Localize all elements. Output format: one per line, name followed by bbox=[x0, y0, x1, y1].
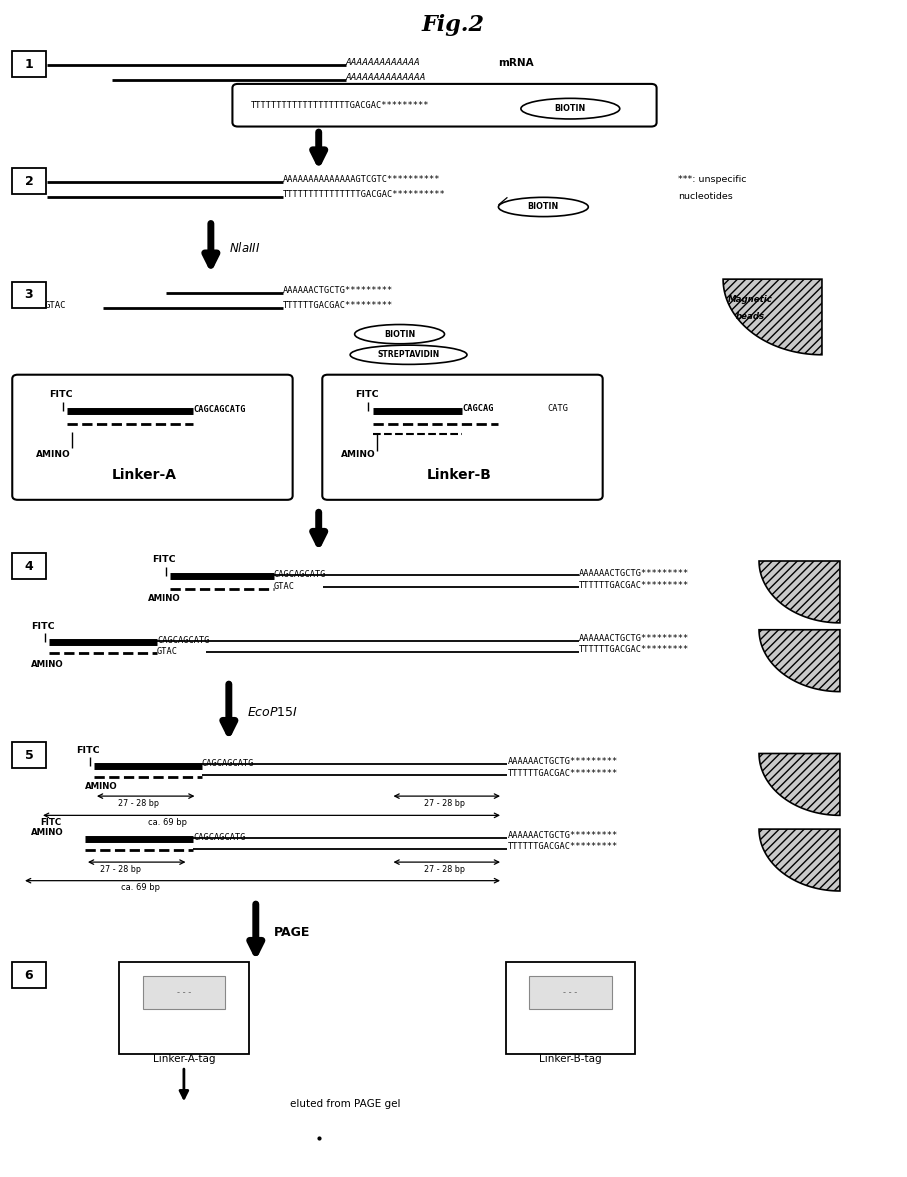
Text: GTAC: GTAC bbox=[274, 581, 295, 591]
Text: CAGCAGCATG: CAGCAGCATG bbox=[193, 833, 246, 842]
Text: FITC: FITC bbox=[31, 621, 54, 631]
Text: - - -: - - - bbox=[177, 989, 191, 997]
Text: eluted from PAGE gel: eluted from PAGE gel bbox=[290, 1099, 401, 1109]
Text: Linker-A-tag: Linker-A-tag bbox=[152, 1055, 215, 1064]
Polygon shape bbox=[759, 630, 840, 692]
Text: 1: 1 bbox=[24, 58, 34, 71]
Text: TTTTTTGACGAC*********: TTTTTTGACGAC********* bbox=[507, 769, 618, 778]
Text: AAAAAAAAAAAAAA: AAAAAAAAAAAAAA bbox=[346, 73, 426, 82]
Text: AAAAAACTGCTG*********: AAAAAACTGCTG********* bbox=[507, 757, 618, 766]
FancyBboxPatch shape bbox=[322, 374, 602, 500]
Text: AMINO: AMINO bbox=[85, 782, 118, 791]
Text: ca. 69 bp: ca. 69 bp bbox=[121, 883, 160, 892]
Text: Linker-B-tag: Linker-B-tag bbox=[539, 1055, 601, 1064]
Text: 2: 2 bbox=[24, 174, 34, 187]
Polygon shape bbox=[759, 753, 840, 816]
Text: BIOTIN: BIOTIN bbox=[555, 104, 586, 113]
FancyBboxPatch shape bbox=[12, 743, 46, 769]
Text: TTTTTTGACGAC*********: TTTTTTGACGAC********* bbox=[580, 580, 689, 590]
Text: ***: unspecific: ***: unspecific bbox=[678, 175, 746, 184]
Text: PAGE: PAGE bbox=[274, 926, 310, 939]
FancyBboxPatch shape bbox=[529, 976, 611, 1009]
Text: mRNA: mRNA bbox=[499, 58, 534, 67]
Text: AMINO: AMINO bbox=[31, 659, 63, 669]
Text: 27 - 28 bp: 27 - 28 bp bbox=[424, 865, 465, 875]
Ellipse shape bbox=[499, 198, 589, 217]
FancyBboxPatch shape bbox=[232, 84, 657, 127]
Text: CAGCAGCATG: CAGCAGCATG bbox=[202, 759, 254, 767]
FancyBboxPatch shape bbox=[12, 553, 46, 579]
Polygon shape bbox=[723, 279, 822, 354]
Text: Linker-B: Linker-B bbox=[426, 468, 492, 483]
FancyBboxPatch shape bbox=[12, 281, 46, 307]
FancyBboxPatch shape bbox=[142, 976, 225, 1009]
Text: nucleotides: nucleotides bbox=[678, 192, 733, 201]
Text: AMINO: AMINO bbox=[148, 594, 180, 604]
FancyBboxPatch shape bbox=[13, 374, 293, 500]
Text: GTAC: GTAC bbox=[157, 646, 178, 656]
Ellipse shape bbox=[350, 345, 467, 365]
Text: STREPTAVIDIN: STREPTAVIDIN bbox=[377, 351, 440, 359]
Text: BIOTIN: BIOTIN bbox=[528, 202, 559, 212]
FancyBboxPatch shape bbox=[119, 962, 249, 1053]
Text: AAAAAACTGCTG*********: AAAAAACTGCTG********* bbox=[507, 831, 618, 840]
Text: AMINO: AMINO bbox=[31, 829, 63, 837]
Text: GTAC: GTAC bbox=[44, 301, 66, 311]
Polygon shape bbox=[759, 561, 840, 623]
FancyBboxPatch shape bbox=[505, 962, 635, 1053]
Text: AAAAAACTGCTG*********: AAAAAACTGCTG********* bbox=[283, 286, 393, 295]
Text: TTTTTTGACGAC*********: TTTTTTGACGAC********* bbox=[507, 843, 618, 851]
Text: ca. 69 bp: ca. 69 bp bbox=[148, 818, 187, 826]
Text: FITC: FITC bbox=[49, 390, 73, 399]
Text: TTTTTTTTTTTTTTTTTTTGACGAC*********: TTTTTTTTTTTTTTTTTTTGACGAC********* bbox=[251, 101, 430, 109]
Text: 6: 6 bbox=[24, 969, 34, 982]
Text: Linker-A: Linker-A bbox=[112, 468, 177, 483]
Text: Fig.2: Fig.2 bbox=[422, 14, 485, 35]
Text: - - -: - - - bbox=[563, 989, 578, 997]
Text: AAAAAAAAAAAAA: AAAAAAAAAAAAA bbox=[346, 58, 421, 67]
Polygon shape bbox=[759, 829, 840, 891]
Text: CAGCAGCATG: CAGCAGCATG bbox=[274, 570, 327, 579]
Text: 4: 4 bbox=[24, 559, 34, 573]
Text: AMINO: AMINO bbox=[35, 450, 71, 459]
Text: FITC: FITC bbox=[40, 818, 62, 826]
Text: 27 - 28 bp: 27 - 28 bp bbox=[119, 799, 160, 809]
Text: FITC: FITC bbox=[76, 745, 100, 754]
Text: CAGCAG: CAGCAG bbox=[463, 404, 494, 413]
Text: 27 - 28 bp: 27 - 28 bp bbox=[424, 799, 465, 809]
Text: Magnetic: Magnetic bbox=[727, 295, 773, 305]
FancyBboxPatch shape bbox=[12, 962, 46, 989]
Ellipse shape bbox=[521, 99, 619, 119]
Text: $EcoP15I$: $EcoP15I$ bbox=[247, 706, 298, 719]
Text: AMINO: AMINO bbox=[341, 450, 375, 459]
Text: 27 - 28 bp: 27 - 28 bp bbox=[101, 865, 141, 875]
Text: TTTTTTGACGAC*********: TTTTTTGACGAC********* bbox=[580, 645, 689, 654]
Text: FITC: FITC bbox=[152, 556, 176, 564]
Text: TTTTTTTTTTTTTTTGACGAC**********: TTTTTTTTTTTTTTTGACGAC********** bbox=[283, 191, 445, 199]
Ellipse shape bbox=[355, 325, 444, 344]
Text: CATG: CATG bbox=[548, 404, 569, 413]
Text: beads: beads bbox=[736, 312, 765, 321]
Text: AAAAAACTGCTG*********: AAAAAACTGCTG********* bbox=[580, 568, 689, 578]
FancyBboxPatch shape bbox=[12, 52, 46, 78]
Text: $NlaIII$: $NlaIII$ bbox=[229, 241, 260, 255]
FancyBboxPatch shape bbox=[12, 168, 46, 194]
Text: AAAAAAAAAAAAAAGTCGTC**********: AAAAAAAAAAAAAAGTCGTC********** bbox=[283, 175, 440, 184]
Text: 3: 3 bbox=[24, 288, 34, 301]
Text: TTTTTTGACGAC*********: TTTTTTGACGAC********* bbox=[283, 301, 393, 311]
Text: 5: 5 bbox=[24, 749, 34, 762]
Text: BIOTIN: BIOTIN bbox=[384, 330, 415, 339]
Text: FITC: FITC bbox=[355, 390, 378, 399]
Text: AAAAAACTGCTG*********: AAAAAACTGCTG********* bbox=[580, 634, 689, 643]
Text: CAGCAGCATG: CAGCAGCATG bbox=[157, 636, 210, 645]
Text: CAGCAGCATG: CAGCAGCATG bbox=[193, 405, 246, 414]
